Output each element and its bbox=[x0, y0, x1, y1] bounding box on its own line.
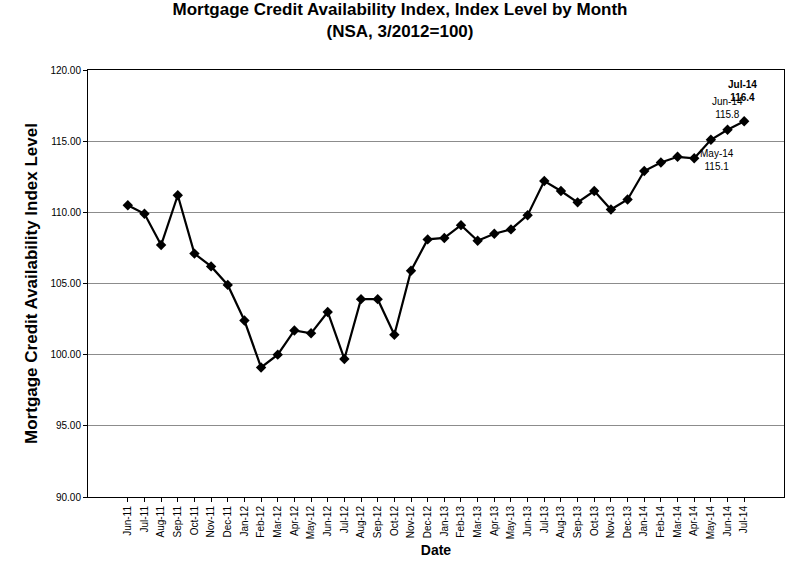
svg-text:Jul-12: Jul-12 bbox=[339, 506, 350, 534]
svg-text:Sep-13: Sep-13 bbox=[572, 506, 583, 539]
svg-text:Mortgage Credit Availability I: Mortgage Credit Availability Index, Inde… bbox=[173, 0, 628, 41]
svg-text:Jan-13: Jan-13 bbox=[439, 506, 450, 537]
svg-text:Date: Date bbox=[421, 542, 452, 558]
svg-text:Jan-12: Jan-12 bbox=[239, 506, 250, 537]
svg-text:Nov-12: Nov-12 bbox=[405, 506, 416, 539]
svg-text:Feb-14: Feb-14 bbox=[655, 506, 666, 538]
svg-text:May-14115.1: May-14115.1 bbox=[700, 148, 734, 172]
svg-text:110.00: 110.00 bbox=[51, 207, 81, 218]
svg-text:115.00: 115.00 bbox=[51, 136, 81, 147]
svg-text:Dec-13: Dec-13 bbox=[622, 506, 633, 539]
svg-text:Jun-11: Jun-11 bbox=[122, 506, 133, 536]
svg-text:Aug-11: Aug-11 bbox=[155, 506, 166, 538]
svg-text:Mortgage Credit Availability I: Mortgage Credit Availability Index Level bbox=[22, 123, 41, 444]
svg-text:120.00: 120.00 bbox=[50, 65, 81, 76]
svg-text:Dec-11: Dec-11 bbox=[222, 506, 233, 538]
svg-text:Jan-14: Jan-14 bbox=[638, 506, 649, 537]
svg-text:100.00: 100.00 bbox=[50, 349, 81, 360]
svg-text:Dec-12: Dec-12 bbox=[422, 506, 433, 539]
svg-text:Oct-13: Oct-13 bbox=[589, 506, 600, 536]
svg-text:Oct-12: Oct-12 bbox=[389, 506, 400, 536]
svg-text:Mar-12: Mar-12 bbox=[272, 506, 283, 538]
svg-text:Jun-14115.8: Jun-14115.8 bbox=[712, 96, 743, 120]
svg-text:Apr-13: Apr-13 bbox=[489, 506, 500, 536]
svg-text:Jun-12: Jun-12 bbox=[322, 506, 333, 537]
svg-text:90.00: 90.00 bbox=[56, 492, 81, 503]
svg-text:95.00: 95.00 bbox=[56, 420, 81, 431]
svg-text:Jun-14: Jun-14 bbox=[722, 506, 733, 537]
svg-text:Oct-11: Oct-11 bbox=[189, 506, 200, 536]
svg-text:Jul-11: Jul-11 bbox=[139, 506, 150, 533]
svg-text:Sep-12: Sep-12 bbox=[372, 506, 383, 539]
svg-text:Jul-13: Jul-13 bbox=[539, 506, 550, 534]
svg-text:Jul-14: Jul-14 bbox=[738, 506, 749, 534]
svg-text:Apr-12: Apr-12 bbox=[289, 506, 300, 536]
svg-text:Aug-12: Aug-12 bbox=[355, 506, 366, 539]
svg-text:May-14: May-14 bbox=[705, 506, 716, 540]
svg-text:Jul-14116.4: Jul-14116.4 bbox=[728, 79, 757, 103]
svg-text:Feb-13: Feb-13 bbox=[455, 506, 466, 538]
svg-text:Mar-14: Mar-14 bbox=[672, 506, 683, 538]
svg-text:Nov-13: Nov-13 bbox=[605, 506, 616, 539]
svg-text:Aug-13: Aug-13 bbox=[555, 506, 566, 539]
svg-text:Nov-11: Nov-11 bbox=[205, 506, 216, 538]
svg-text:May-13: May-13 bbox=[505, 506, 516, 540]
svg-text:Mar-13: Mar-13 bbox=[472, 506, 483, 538]
svg-text:Apr-14: Apr-14 bbox=[688, 506, 699, 536]
svg-text:105.00: 105.00 bbox=[50, 278, 81, 289]
svg-text:Sep-11: Sep-11 bbox=[172, 506, 183, 538]
svg-text:Feb-12: Feb-12 bbox=[255, 506, 266, 538]
svg-text:May-12: May-12 bbox=[305, 506, 316, 540]
svg-text:Jun-13: Jun-13 bbox=[522, 506, 533, 537]
